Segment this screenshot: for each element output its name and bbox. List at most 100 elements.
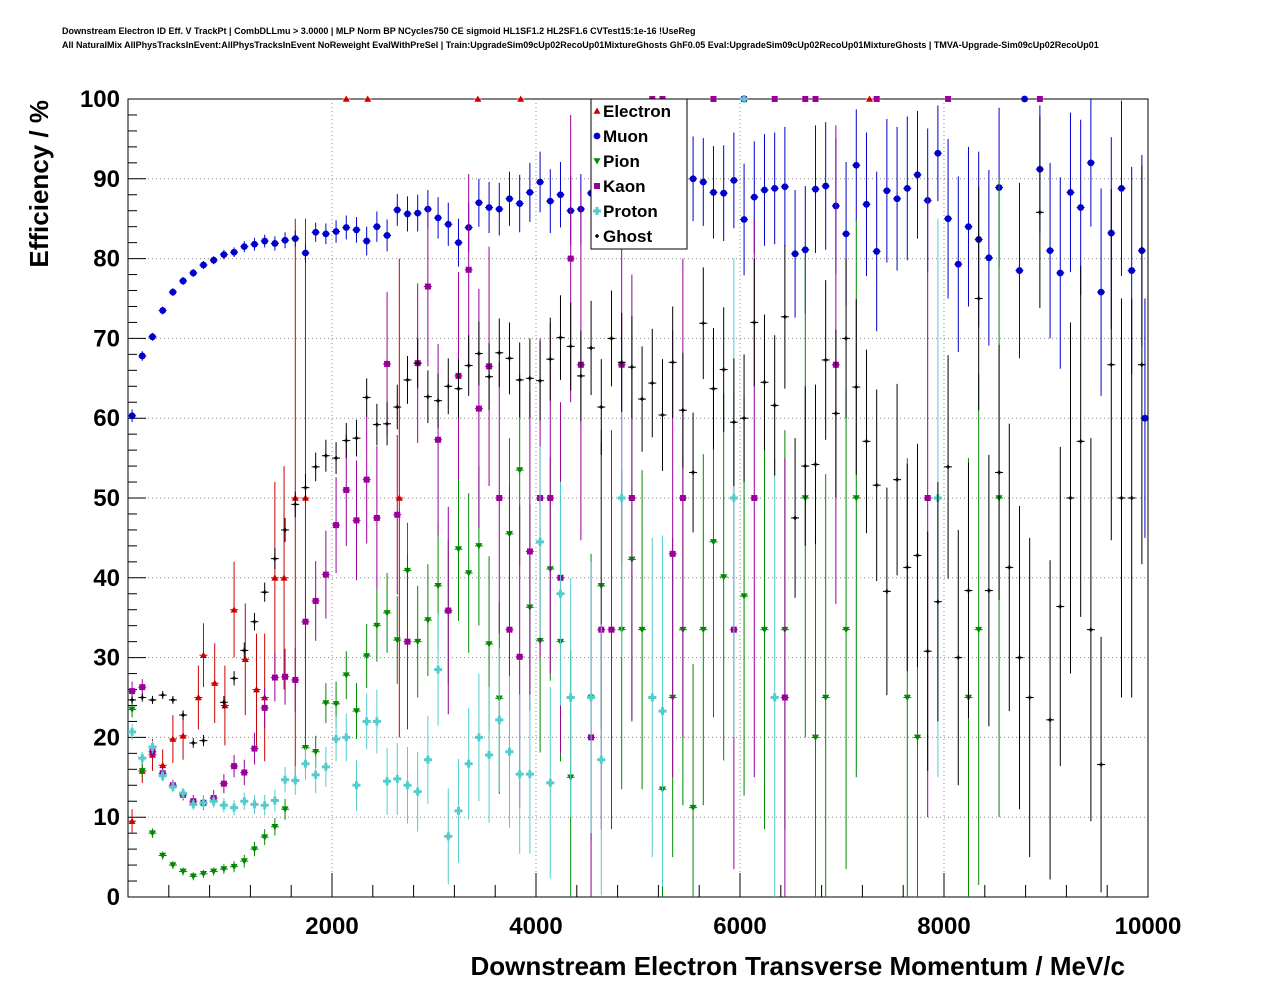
legend-label-kaon: Kaon	[603, 177, 646, 196]
ghost-point	[1099, 762, 1104, 767]
pion-point	[363, 653, 371, 660]
ghost-point	[1139, 362, 1144, 367]
kaon-point	[251, 745, 258, 752]
ghost-point	[201, 738, 206, 743]
pion-point	[465, 570, 473, 577]
pion-point	[352, 708, 360, 715]
proton-point	[250, 800, 259, 809]
muon-point	[210, 256, 218, 264]
proton-point	[505, 747, 514, 756]
pion-point	[913, 734, 921, 741]
muon-point	[1046, 247, 1054, 255]
kaon-point	[628, 495, 635, 501]
pion-point	[414, 638, 422, 646]
proton-point	[413, 787, 422, 796]
muon-point	[781, 183, 789, 191]
ghost-point	[283, 527, 288, 532]
muon-point	[383, 232, 391, 239]
grid	[128, 99, 1148, 897]
pion-point	[822, 694, 830, 701]
ghost-point	[997, 470, 1002, 475]
ghost-point	[252, 619, 257, 624]
pion-point	[852, 495, 860, 502]
proton-point	[321, 762, 330, 771]
y-tick-label: 10	[93, 804, 120, 831]
muon-point	[720, 189, 728, 197]
proton-point	[740, 95, 749, 103]
kaon-point	[547, 495, 554, 501]
ghost-point	[772, 403, 777, 408]
muon-point	[903, 184, 911, 192]
y-tick-label: 90	[93, 166, 120, 193]
ghost-point	[691, 470, 696, 475]
muon-point	[1118, 184, 1125, 192]
proton-series	[128, 95, 942, 897]
ghost-point	[476, 351, 481, 356]
ghost-point	[385, 421, 390, 426]
pion-point	[169, 862, 177, 869]
muon-point	[302, 249, 309, 257]
ghost-point	[313, 464, 318, 469]
kaon-point	[710, 96, 717, 102]
ghost-point	[966, 588, 971, 593]
muon-point	[944, 215, 952, 223]
pion-point	[261, 834, 269, 841]
muon-point	[200, 261, 207, 269]
ghost-point	[323, 453, 328, 458]
ghost-point	[660, 413, 665, 418]
ghost-point	[405, 377, 410, 382]
proton-point	[525, 770, 534, 779]
kaon-point	[435, 436, 442, 443]
legend-label-ghost: Ghost	[603, 227, 652, 246]
legend-box	[590, 98, 688, 250]
pion-point	[210, 868, 218, 875]
kaon-point	[302, 618, 309, 625]
muon-point	[761, 186, 768, 194]
x-tick-label: 4000	[509, 913, 562, 940]
pion-point	[271, 823, 279, 831]
ghost-point	[721, 367, 726, 372]
muon-point	[220, 251, 228, 259]
ghost-point	[823, 357, 828, 362]
muon-point	[128, 412, 136, 420]
data-series	[128, 95, 1149, 897]
legend-marker-kaon	[594, 183, 600, 189]
kaon-point	[751, 495, 758, 501]
electron-point	[280, 574, 288, 581]
pion-point	[485, 641, 493, 648]
ghost-point	[262, 590, 267, 595]
ghost-point	[895, 477, 900, 482]
kaon-point	[496, 495, 503, 501]
ghost-point	[160, 693, 165, 698]
ghost-point	[527, 376, 532, 381]
muon-point	[791, 250, 799, 258]
muon-point	[536, 178, 544, 186]
electron-point	[241, 655, 249, 662]
y-tick-label: 40	[93, 565, 120, 592]
proton-point	[617, 494, 626, 502]
kaon-point	[292, 676, 299, 683]
muon-point	[281, 236, 289, 244]
kaon-point	[781, 694, 788, 701]
kaon-point	[873, 96, 880, 102]
electron-point	[342, 95, 350, 102]
ghost-point	[599, 405, 604, 410]
ghost-point	[181, 713, 186, 718]
proton-point	[209, 797, 218, 806]
muon-point	[169, 288, 177, 296]
ghost-point	[221, 700, 226, 705]
ghost-point	[242, 648, 247, 653]
muon-point	[322, 230, 330, 238]
muon-point	[240, 243, 248, 251]
muon-point	[934, 149, 942, 157]
y-tick-label: 60	[93, 405, 120, 432]
electron-point	[517, 95, 525, 102]
ghost-point	[589, 345, 594, 350]
y-axis-label: Efficiency / %	[24, 100, 54, 268]
ghost-point	[956, 655, 961, 660]
kaon-point	[945, 96, 952, 102]
pion-point	[373, 622, 381, 630]
electron-point	[128, 817, 136, 824]
muon-point	[189, 269, 197, 277]
proton-point	[444, 832, 453, 841]
